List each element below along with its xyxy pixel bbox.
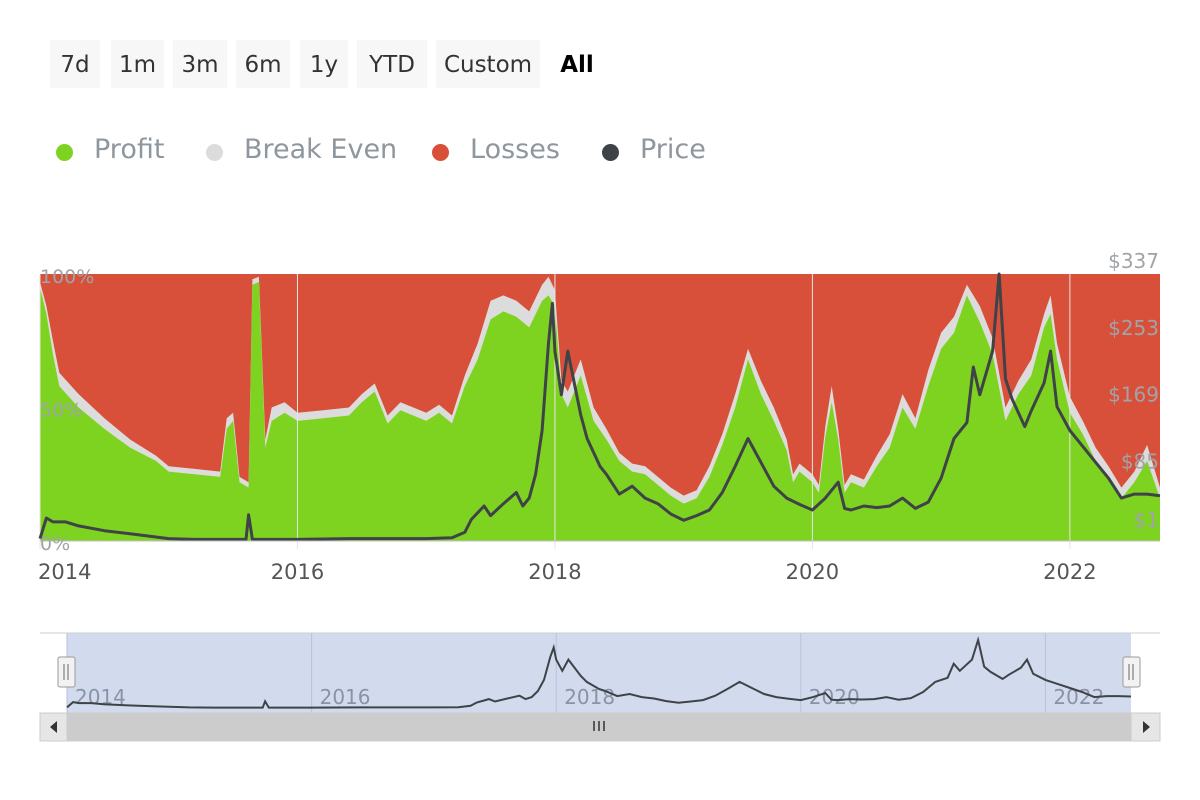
legend-dot-icon [206,144,223,161]
range-button-all[interactable]: All [560,52,594,78]
range-button-custom[interactable]: Custom [436,40,540,88]
range-button-1m[interactable]: 1m [111,40,164,88]
x-tick-label: 2016 [271,560,324,584]
y-right-tick-label: $1 [1134,508,1159,532]
range-button-7d[interactable]: 7d [50,40,100,88]
navigator-handle-left[interactable] [57,656,76,688]
arrow-right-icon [1143,721,1150,733]
y-right-tick-label: $85 [1121,449,1159,473]
legend-label: Price [640,134,706,165]
scroll-right-button[interactable] [1130,712,1161,742]
y-left-tick-label: 100% [40,266,94,288]
legend-dot-icon [432,144,449,161]
range-button-6m[interactable]: 6m [236,40,290,88]
y-left-tick-label: 0% [40,533,70,555]
profit-area [40,282,1160,541]
x-tick-label: 2022 [1043,560,1096,584]
x-tick-label: 2018 [528,560,581,584]
legend-item-price[interactable]: Price [598,130,718,170]
scrollbar-thumb[interactable] [67,713,1131,741]
range-button-ytd[interactable]: YTD [357,40,427,88]
scroll-left-button[interactable] [39,712,68,742]
x-tick-label: 2020 [786,560,839,584]
y-right-tick-label: $337 [1108,249,1159,273]
legend-item-losses[interactable]: Losses [428,130,568,170]
legend-dot-icon [602,144,619,161]
legend-label: Profit [94,134,165,165]
navigator-window[interactable] [67,633,1131,713]
y-right-tick-label: $169 [1108,383,1159,407]
y-right-tick-label: $253 [1108,316,1159,340]
navigator-handle-right[interactable] [1122,656,1141,688]
arrow-left-icon [50,721,57,733]
range-button-1y[interactable]: 1y [300,40,348,88]
legend-label: Losses [470,134,560,165]
legend-item-break-even[interactable]: Break Even [202,130,402,170]
x-tick-label: 2014 [38,560,91,584]
legend-label: Break Even [244,134,398,165]
range-button-3m[interactable]: 3m [173,40,227,88]
legend-dot-icon [56,144,73,161]
legend-item-profit[interactable]: Profit [52,130,182,170]
y-left-tick-label: 50% [40,400,82,422]
price-line [38,272,1161,541]
